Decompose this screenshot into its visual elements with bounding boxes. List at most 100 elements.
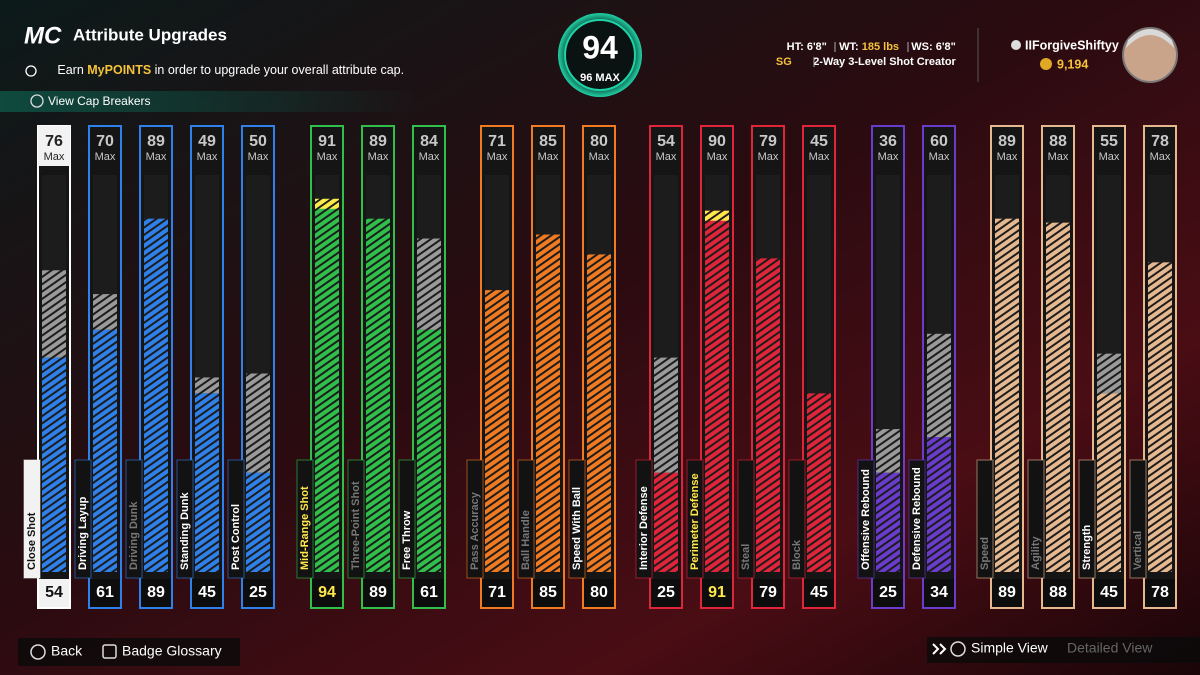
max-label: Max [878, 151, 899, 163]
max-label: Max [707, 151, 728, 163]
max-value: 36 [879, 133, 897, 150]
max-value: 90 [708, 133, 726, 150]
overall-max: 96 MAX [580, 72, 620, 84]
max-label: Max [487, 151, 508, 163]
max-label: Max [1150, 151, 1171, 163]
attribute-name: Steal [740, 544, 752, 570]
max-label: Max [758, 151, 779, 163]
value-box [753, 579, 783, 607]
attribute-value: 34 [930, 584, 948, 601]
cap-fill [654, 357, 678, 473]
attribute-value: 61 [420, 584, 438, 601]
name-tab [466, 459, 484, 579]
value-box [873, 579, 903, 607]
max-value: 70 [96, 133, 114, 150]
avatar [1122, 27, 1178, 83]
attribute-name: Close Shot [26, 512, 38, 570]
overall-rating: 94 [582, 29, 618, 65]
upgrade-highlight [315, 198, 339, 209]
attribute-name: Interior Defense [638, 486, 650, 570]
value-fill [705, 210, 729, 573]
back-button[interactable]: Back [51, 643, 83, 659]
attribute-name: Driving Dunk [128, 501, 140, 570]
value-fill [1148, 262, 1172, 572]
value-box [1145, 579, 1175, 607]
max-label: Max [997, 151, 1018, 163]
attribute-value: 88 [1049, 584, 1067, 601]
max-value: 91 [318, 133, 336, 150]
name-tab [737, 459, 755, 579]
info-icon [25, 65, 37, 77]
max-value: 76 [45, 133, 63, 150]
name-tab [908, 459, 926, 579]
value-box [533, 579, 563, 607]
max-label: Max [317, 151, 338, 163]
value-box [414, 579, 444, 607]
badge-glossary-button[interactable]: Badge Glossary [122, 643, 222, 659]
max-value: 89 [369, 133, 387, 150]
attribute-value: 25 [249, 584, 267, 601]
cap-fill [927, 333, 951, 438]
name-tab [635, 459, 653, 579]
max-value: 84 [420, 133, 438, 150]
attribute-name: Mid-Range Shot [299, 486, 311, 570]
attribute-value: 89 [147, 584, 165, 601]
value-fill [536, 234, 560, 573]
max-label: Max [1099, 151, 1120, 163]
value-fill [144, 218, 168, 573]
attribute-name: Post Control [230, 504, 242, 570]
username: IIForgiveShiftyy [1025, 38, 1119, 52]
attribute-value: 25 [657, 584, 675, 601]
max-value: 79 [759, 133, 777, 150]
name-tab [296, 459, 314, 579]
cap-breakers-button[interactable]: View Cap Breakers [48, 94, 151, 108]
value-fill [927, 437, 951, 572]
attribute-name: Vertical [1132, 531, 1144, 570]
value-fill [1097, 393, 1121, 572]
value-box [39, 579, 69, 607]
max-value: 45 [810, 133, 828, 150]
avatar-cap [1126, 29, 1174, 48]
attribute-name: Block [791, 539, 803, 570]
attribute-name: Strength [1081, 525, 1093, 571]
name-tab [347, 459, 365, 579]
vc-balance: 9,194 [1057, 57, 1088, 71]
name-tab [788, 459, 806, 579]
value-box [363, 579, 393, 607]
info-highlight: MyPOINTS [87, 63, 151, 77]
chevrons [932, 643, 947, 655]
name-tab [125, 459, 143, 579]
value-fill [42, 357, 66, 572]
max-label: Max [589, 151, 610, 163]
info-part: in order to upgrade your overall attribu… [151, 63, 404, 77]
name-tab [74, 459, 92, 579]
max-value: 50 [249, 133, 267, 150]
attribute-value: 45 [198, 584, 216, 601]
attribute-value: 54 [45, 584, 63, 601]
cap-fill [195, 377, 219, 394]
max-value: 85 [539, 133, 557, 150]
value-box [90, 579, 120, 607]
value-box [482, 579, 512, 607]
value-fill [876, 472, 900, 572]
max-value: 78 [1151, 133, 1169, 150]
max-label: Max [146, 151, 167, 163]
player-measurements: HT: 6'8" WT: 185 lbs WS: 6'8" [771, 41, 965, 53]
value-fill [654, 472, 678, 572]
max-value: 88 [1049, 133, 1067, 150]
max-label: Max [419, 151, 440, 163]
detailed-view-tab[interactable]: Detailed View [1067, 640, 1153, 656]
max-value: 80 [590, 133, 608, 150]
name-tab [1078, 459, 1096, 579]
attribute-name: Driving Layup [77, 496, 89, 570]
value-box [1043, 579, 1073, 607]
simple-view-tab[interactable]: Simple View [971, 640, 1049, 656]
max-label: Max [44, 151, 65, 163]
ws-label: WS: [911, 41, 932, 53]
attribute-name: Offensive Rebound [860, 469, 872, 570]
info-text: Earn MyPOINTS in order to upgrade your o… [40, 63, 415, 77]
max-label: Max [248, 151, 269, 163]
cap-breakers-bar[interactable] [0, 91, 420, 112]
attribute-value: 85 [539, 584, 557, 601]
